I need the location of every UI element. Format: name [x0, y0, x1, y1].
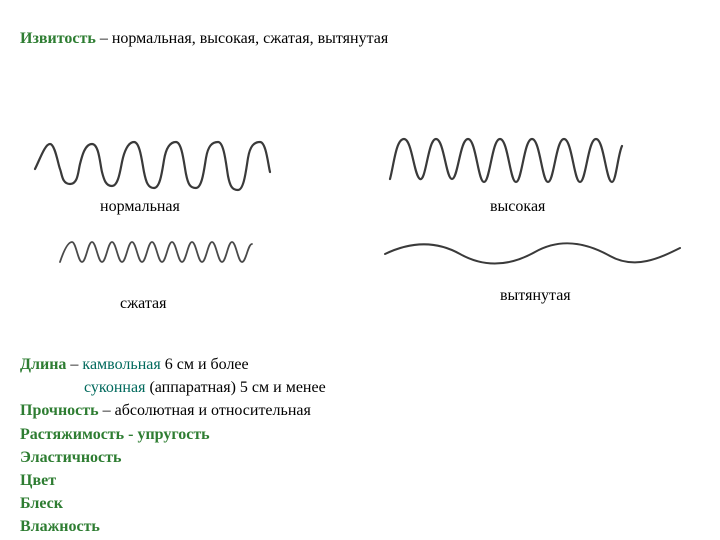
prop-strength-term: Прочность: [20, 402, 99, 419]
prop-strength: Прочность – абсолютная и относительная: [20, 399, 700, 422]
wave-compressed-svg: [20, 222, 300, 277]
wave-stretched-label: вытянутая: [380, 287, 571, 305]
heading-line: Извитость – нормальная, высокая, сжатая,…: [20, 30, 700, 48]
wave-normal-svg: [20, 64, 300, 194]
wave-high-svg: [380, 64, 680, 194]
prop-length-kamvol-rest: 6 см и более: [161, 356, 249, 373]
wave-row-1: нормальная высокая: [20, 64, 700, 216]
wave-row-2: сжатая вытянутая: [20, 222, 700, 313]
wave-high-path: [390, 139, 622, 182]
wave-normal-label: нормальная: [20, 198, 180, 216]
prop-length-sukon: суконная: [84, 379, 145, 396]
wave-high-label: высокая: [380, 198, 545, 216]
prop-stretch: Растяжимость - упругость: [20, 423, 700, 446]
prop-color: Цвет: [20, 469, 700, 492]
prop-length-kamvol: камвольная: [82, 356, 160, 373]
properties-block: Длина – камвольная 6 см и более суконная…: [20, 353, 700, 539]
heading-term: Извитость: [20, 30, 96, 47]
wave-normal-path: [35, 142, 270, 190]
wave-compressed-path: [60, 242, 252, 262]
wave-stretched-svg: [380, 222, 690, 277]
prop-length-sukon-rest: (аппаратная) 5 см и менее: [145, 379, 325, 396]
prop-length-sep: –: [66, 356, 82, 373]
wave-normal-block: нормальная: [20, 64, 380, 216]
wave-high-block: высокая: [380, 64, 700, 216]
prop-length-term: Длина: [20, 356, 66, 373]
page-root: Извитость – нормальная, высокая, сжатая,…: [0, 0, 720, 540]
prop-length-line1: Длина – камвольная 6 см и более: [20, 353, 700, 376]
prop-strength-rest: – абсолютная и относительная: [99, 402, 311, 419]
wave-compressed-block: сжатая: [20, 222, 380, 313]
prop-length-indent: суконная (аппаратная) 5 см и менее: [20, 376, 326, 399]
prop-length-line2: суконная (аппаратная) 5 см и менее: [20, 376, 700, 399]
heading-rest: – нормальная, высокая, сжатая, вытянутая: [96, 30, 388, 47]
prop-humidity: Влажность: [20, 515, 700, 538]
prop-shine: Блеск: [20, 492, 700, 515]
prop-elasticity: Эластичность: [20, 446, 700, 469]
wave-stretched-block: вытянутая: [380, 222, 700, 305]
wave-compressed-label: сжатая: [20, 295, 167, 313]
wave-stretched-path: [385, 243, 680, 263]
